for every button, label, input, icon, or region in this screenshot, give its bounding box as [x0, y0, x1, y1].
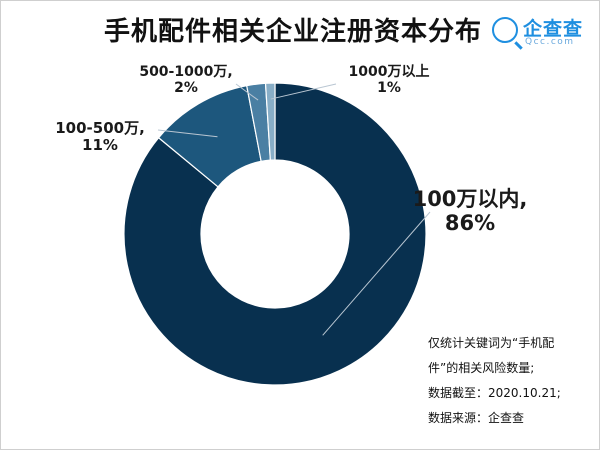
logo-name: 企查查 — [523, 18, 584, 40]
footnote-line: 数据截至：2020.10.21; — [428, 386, 561, 400]
slice-under-100w — [123, 82, 427, 386]
label-500-1000w: 500-1000万, 2% — [136, 64, 236, 96]
label-name: 500-1000万, — [139, 64, 233, 80]
chart-title: 手机配件相关企业注册资本分布 — [104, 17, 483, 47]
leader-line — [157, 129, 218, 138]
label-under-100w: 100万以内, 86% — [400, 187, 540, 235]
leader-line — [235, 83, 259, 101]
label-100-500w: 100-500万, 11% — [40, 119, 160, 155]
footnote-line: 仅统计关键词为“手机配 — [428, 336, 555, 350]
label-over-1000w: 1000万以上 1% — [336, 64, 442, 96]
label-name: 100万以内, — [412, 187, 528, 211]
slice-over-1000w — [264, 82, 276, 161]
leader-line — [270, 83, 337, 100]
footnote: 仅统计关键词为“手机配 件”的相关风险数量; 数据截至：2020.10.21; … — [428, 331, 588, 431]
label-value: 2% — [174, 80, 198, 97]
qcc-logo: 企查查 Qcc.com — [492, 14, 592, 50]
logo-subtitle: Qcc.com — [525, 37, 575, 47]
footnote-line: 件”的相关风险数量; — [428, 361, 535, 375]
magnifier-icon — [492, 17, 518, 43]
label-value: 1% — [377, 80, 401, 97]
leader-line — [322, 211, 431, 336]
footnote-line: 数据来源：企查查 — [428, 411, 525, 425]
label-name: 100-500万, — [55, 119, 145, 137]
label-value: 86% — [444, 211, 496, 236]
label-value: 11% — [82, 136, 118, 155]
label-name: 1000万以上 — [348, 64, 430, 80]
